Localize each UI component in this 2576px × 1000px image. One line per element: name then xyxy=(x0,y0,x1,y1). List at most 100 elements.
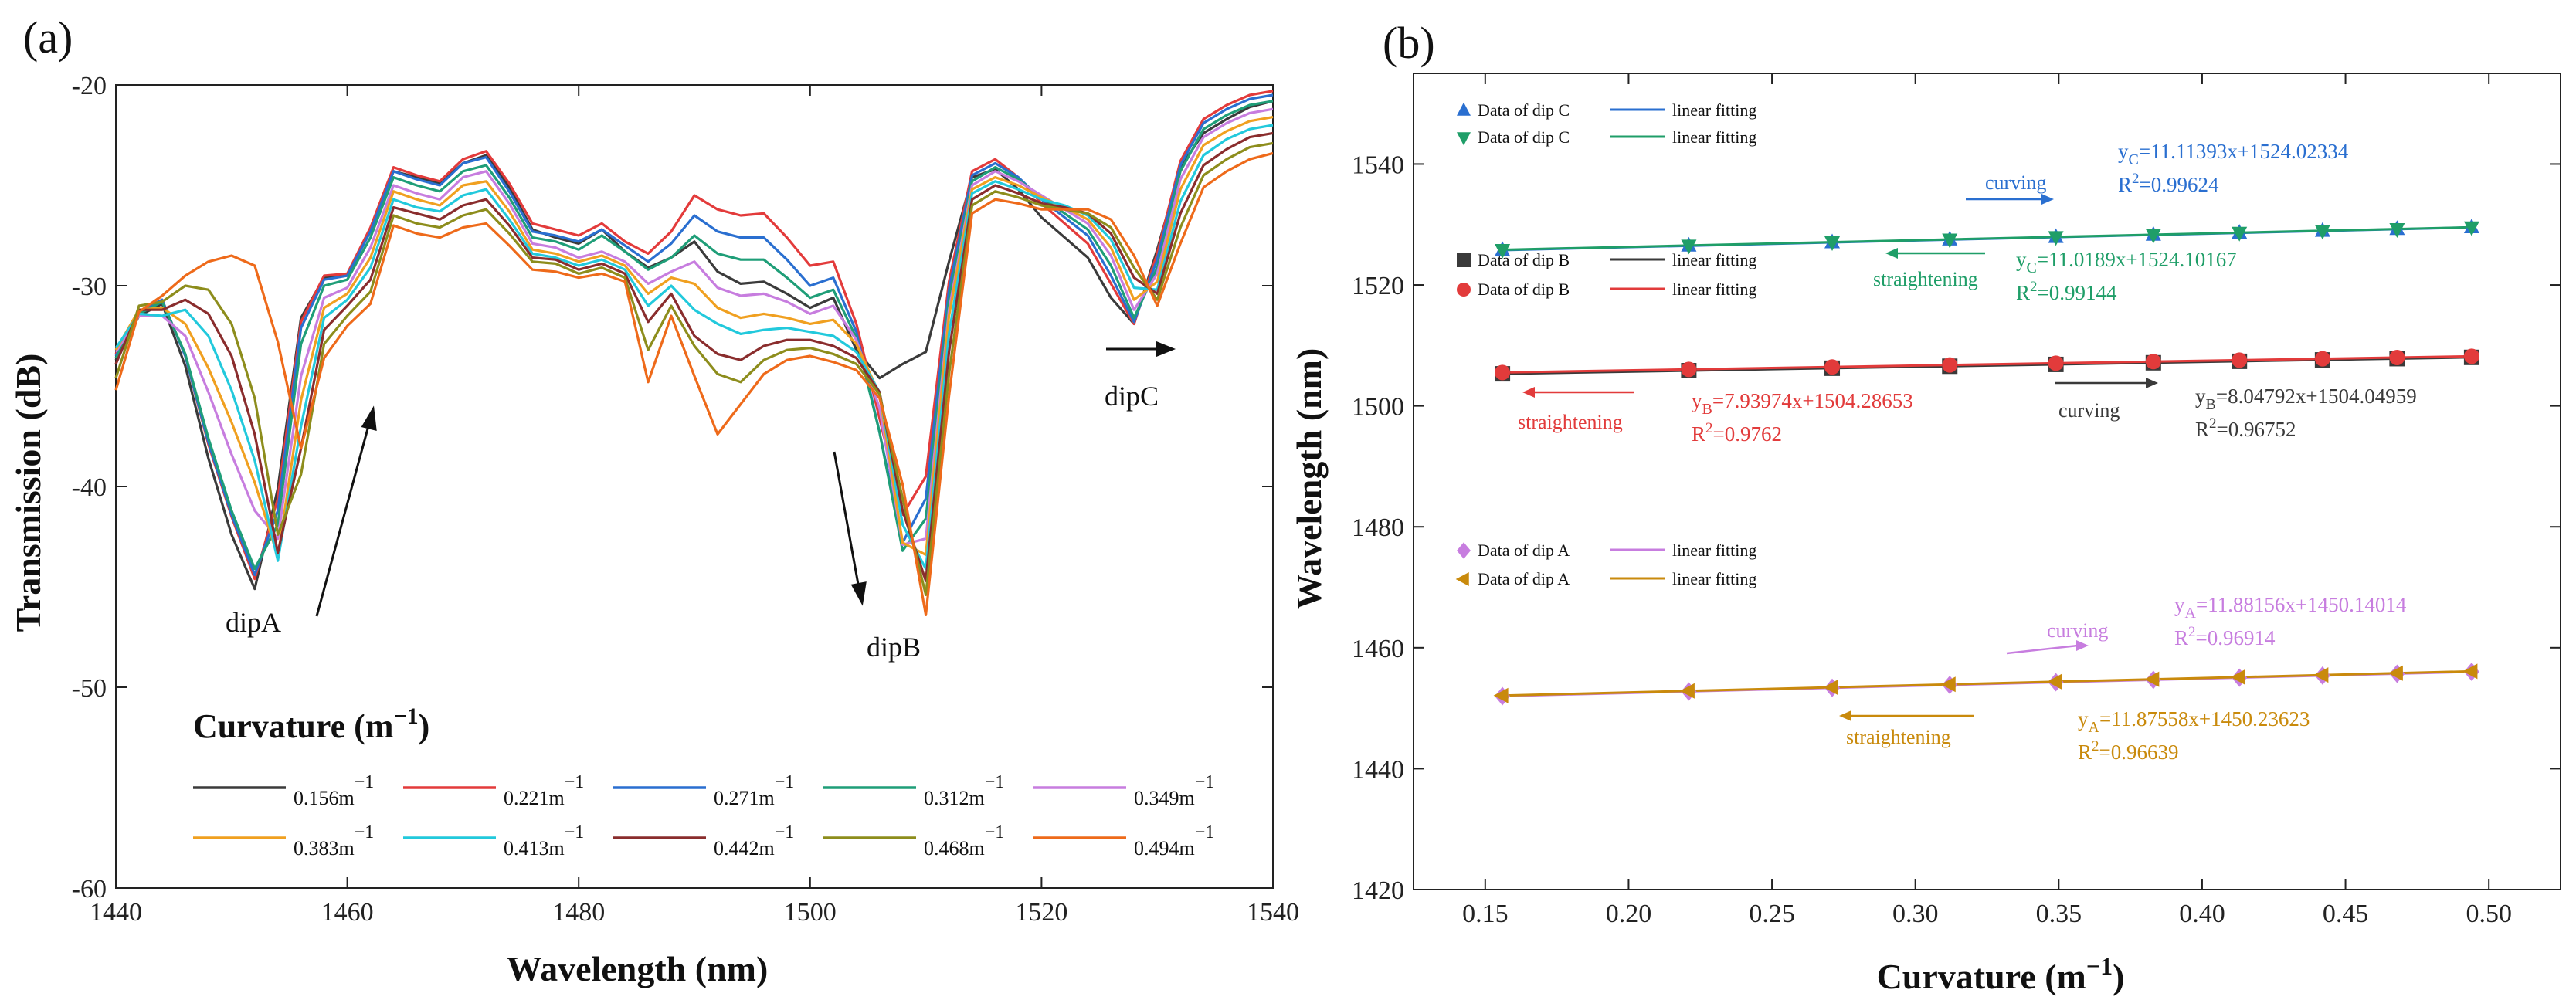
b-legend-marker xyxy=(1455,572,1469,586)
a-ylabel: Transmission (dB) xyxy=(8,354,48,632)
b-trend-arrow xyxy=(2006,644,2079,655)
b-ytick-label: 1420 xyxy=(1352,876,1404,905)
b-data-point xyxy=(1679,683,1695,699)
a-legend-label-text: 0.312m xyxy=(924,787,985,809)
a-legend-label: 0.221m−1 xyxy=(504,772,584,809)
b-equation: yA=11.88156x+1450.14014 xyxy=(2174,593,2407,622)
b-xtick-label: 0.40 xyxy=(2179,900,2225,928)
b-data-point xyxy=(2230,669,2245,685)
a-legend-label-sup: −1 xyxy=(985,822,1005,842)
b-equation: yB=8.04792x+1504.04959 xyxy=(2195,385,2417,413)
a-series-line xyxy=(114,131,1274,582)
b-ytick-label: 1540 xyxy=(1352,151,1404,179)
a-legend-label-sup: −1 xyxy=(1195,772,1215,792)
dipC-label: dipC xyxy=(1105,381,1159,412)
b-trend-label: curving xyxy=(2047,619,2108,642)
b-data-point xyxy=(2389,349,2405,365)
b-trend-arrow-head xyxy=(1522,387,1535,398)
b-trend-arrow-head xyxy=(2146,378,2158,388)
b-legend-label: Data of dip C xyxy=(1478,100,1570,120)
a-legend-label: 0.156m−1 xyxy=(294,772,374,809)
b-r2-prefix: R xyxy=(2016,281,2030,304)
a-series-line xyxy=(114,151,1274,616)
b-legend-fit-label: linear fitting xyxy=(1672,541,1756,560)
b-r2-sup: 2 xyxy=(2209,415,2217,432)
chart-b: 0.15 0.20 0.25 0.30 0.35 0.40 0.45 0.50 1420 1440… xyxy=(1352,73,2561,928)
a-legend-label: 0.494m−1 xyxy=(1134,822,1214,859)
b-legend-marker xyxy=(1457,132,1471,146)
b-r2-value: =0.96752 xyxy=(2217,418,2296,441)
chart-a: 1440 1460 1480 1500 1520 1540 -20 -30 -40 -50 -60 0… xyxy=(72,72,1299,927)
a-series-line xyxy=(114,141,1274,596)
b-fit-line xyxy=(1502,354,2472,374)
a-legend-title-text: Curvature (m xyxy=(193,707,393,745)
b-data-point xyxy=(2314,225,2330,240)
b-r2-prefix: R xyxy=(2174,626,2188,649)
dipC-arrow-head xyxy=(1156,341,1176,358)
b-r2-sup: 2 xyxy=(2030,279,2038,295)
b-xlabel-sup: −1 xyxy=(2086,952,2113,980)
b-data-point xyxy=(2047,673,2062,690)
a-legend-label-text: 0.383m xyxy=(294,837,355,859)
b-r2: R2=0.99144 xyxy=(2016,279,2117,304)
b-data-point xyxy=(1940,676,1956,693)
b-legend-label: Data of dip B xyxy=(1478,280,1570,299)
a-legend-label-sup: −1 xyxy=(355,772,375,792)
b-plot-frame xyxy=(1413,73,2561,890)
b-data-point xyxy=(2389,223,2405,239)
b-trend-label: straightening xyxy=(1846,726,1951,748)
b-legend-label: Data of dip C xyxy=(1478,127,1570,147)
b-xtick-label: 0.20 xyxy=(1606,900,1652,928)
b-legend-marker xyxy=(1457,283,1471,297)
b-r2-sup: 2 xyxy=(2188,624,2196,640)
b-equation-y: y xyxy=(2118,140,2129,163)
a-legend-label: 0.349m−1 xyxy=(1134,772,1214,809)
a-ytick-label: -50 xyxy=(72,674,107,703)
a-legend-label-text: 0.413m xyxy=(504,837,565,859)
b-legend-label: Data of dip B xyxy=(1478,250,1570,269)
b-r2-value: =0.99624 xyxy=(2140,173,2219,196)
a-ytick-label: -60 xyxy=(72,875,107,903)
b-data-point xyxy=(1942,233,1958,249)
dipA-arrow xyxy=(315,422,371,617)
b-equation-y: y xyxy=(2078,707,2089,731)
b-legend-fit-label: linear fitting xyxy=(1672,280,1756,299)
b-ytick-label: 1480 xyxy=(1352,514,1404,542)
b-legend-fit-label: linear fitting xyxy=(1672,569,1756,588)
b-legend-fit-label: linear fitting xyxy=(1672,127,1756,147)
b-r2: R2=0.96752 xyxy=(2195,415,2296,441)
a-legend-title: Curvature (m−1) xyxy=(193,703,429,745)
b-ytick-label: 1440 xyxy=(1352,755,1404,784)
b-equation-y: y xyxy=(2016,248,2027,271)
a-ytick-label: -30 xyxy=(72,273,107,301)
b-legend-fit-label: linear fitting xyxy=(1672,100,1756,120)
b-trend-label: curving xyxy=(1985,171,2046,194)
b-legend-label: Data of dip A xyxy=(1478,541,1570,560)
b-equation-sub: A xyxy=(2089,719,2100,736)
a-legend-label: 0.442m−1 xyxy=(714,822,794,859)
a-legend-label: 0.271m−1 xyxy=(714,772,794,809)
b-xtick-label: 0.50 xyxy=(2466,900,2512,928)
b-equation-rest: =7.93974x+1504.28653 xyxy=(1712,389,1913,412)
a-legend-label: 0.383m−1 xyxy=(294,822,374,859)
a-series-line xyxy=(114,90,1274,581)
b-trend-label: straightening xyxy=(1518,411,1623,433)
a-legend-title-sup: −1 xyxy=(393,703,418,729)
b-equation-y: y xyxy=(1692,389,1702,412)
b-r2: R2=0.96639 xyxy=(2078,738,2179,764)
b-data-point xyxy=(2232,226,2248,242)
b-xtick-label: 0.25 xyxy=(1749,900,1795,928)
a-xlabel: Wavelength (nm) xyxy=(507,949,769,988)
panel-b-label: (b) xyxy=(1383,18,1435,68)
b-equation: yC=11.11393x+1524.02334 xyxy=(2118,140,2349,168)
b-data-point xyxy=(1493,687,1509,703)
b-legend-marker xyxy=(1457,542,1471,559)
a-ytick-label: -40 xyxy=(72,473,107,502)
b-r2-value: =0.96639 xyxy=(2099,741,2179,764)
b-data-point xyxy=(2232,352,2248,368)
b-equation-y: y xyxy=(2174,593,2185,616)
b-xtick-label: 0.15 xyxy=(1462,900,1509,928)
b-equation-sub: C xyxy=(2027,259,2037,276)
a-series-line xyxy=(114,100,1274,571)
